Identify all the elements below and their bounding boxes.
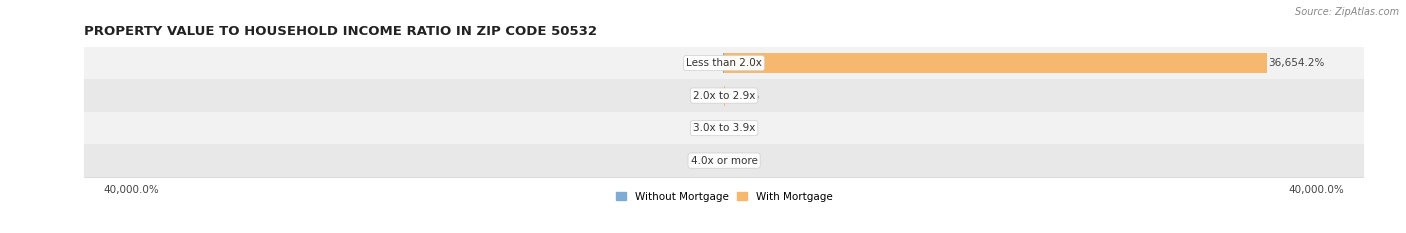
Text: 52.1%: 52.1% [725, 91, 759, 101]
Bar [84, 79, 1364, 112]
Text: Source: ZipAtlas.com: Source: ZipAtlas.com [1295, 7, 1399, 17]
Bar [84, 112, 1364, 144]
Bar [84, 47, 1364, 79]
Text: 7.3%: 7.3% [696, 91, 723, 101]
Text: PROPERTY VALUE TO HOUSEHOLD INCOME RATIO IN ZIP CODE 50532: PROPERTY VALUE TO HOUSEHOLD INCOME RATIO… [84, 25, 598, 38]
Text: 56.1%: 56.1% [689, 58, 723, 68]
Bar [724, 53, 1267, 73]
Text: 3.0x to 3.9x: 3.0x to 3.9x [693, 123, 755, 133]
Text: 13.4%: 13.4% [689, 123, 723, 133]
Text: 22.0%: 22.0% [689, 156, 723, 166]
Text: 36,654.2%: 36,654.2% [1268, 58, 1324, 68]
Text: 6.8%: 6.8% [725, 123, 752, 133]
Text: 2.0x to 2.9x: 2.0x to 2.9x [693, 91, 755, 101]
Legend: Without Mortgage, With Mortgage: Without Mortgage, With Mortgage [616, 192, 832, 202]
Text: 4.0x or more: 4.0x or more [690, 156, 758, 166]
Bar [84, 144, 1364, 177]
Text: 3.7%: 3.7% [725, 156, 752, 166]
Text: Less than 2.0x: Less than 2.0x [686, 58, 762, 68]
